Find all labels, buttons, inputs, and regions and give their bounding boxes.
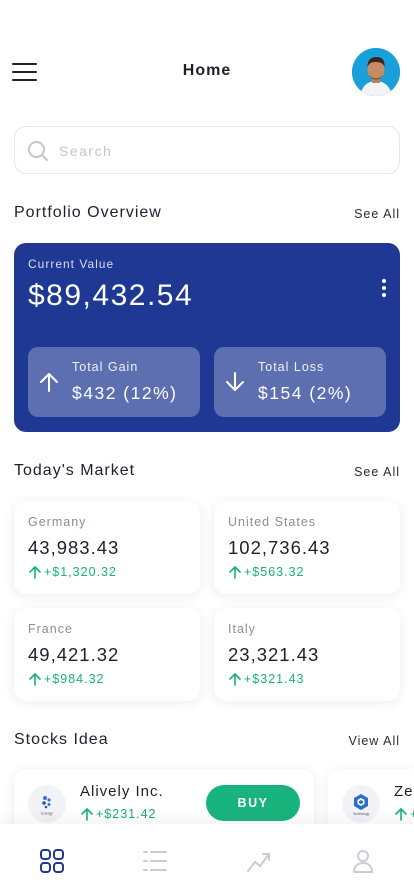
portfolio-card[interactable]: Current Value $89,432.54 Total Gain $432…	[14, 243, 400, 432]
logo-text: Technology	[353, 812, 370, 816]
portfolio-see-all-link[interactable]: See All	[354, 207, 400, 221]
total-gain-value: $432 (12%)	[72, 383, 178, 403]
portfolio-overview-title: Portfolio Overview	[14, 204, 162, 221]
stock-change-value: +	[410, 807, 414, 821]
stock-name: Ze	[394, 783, 414, 800]
more-vertical-icon[interactable]	[380, 279, 388, 299]
market-change: +$1,320.32	[28, 565, 117, 579]
tab-profile[interactable]	[350, 848, 376, 874]
energy-logo-icon: Energy	[28, 785, 66, 823]
user-avatar[interactable]	[352, 48, 400, 96]
current-value-label: Current Value	[28, 257, 115, 271]
market-change-value: +$321.43	[244, 672, 305, 686]
stock-change: +$231.42	[80, 807, 156, 821]
tab-list[interactable]	[142, 848, 168, 874]
market-value: 43,983.43	[28, 537, 120, 558]
market-value: 23,321.43	[228, 644, 320, 665]
arrow-up-icon	[229, 566, 241, 579]
app-header: Home	[0, 0, 414, 110]
market-value: 102,736.43	[228, 537, 331, 558]
tab-trends[interactable]	[246, 848, 272, 874]
market-value: 49,421.32	[28, 644, 120, 665]
current-value-amount: $89,432.54	[28, 279, 194, 312]
market-change: +$321.43	[228, 672, 304, 686]
search-bar[interactable]	[14, 126, 400, 174]
total-gain-box: Total Gain $432 (12%)	[28, 347, 200, 417]
market-card-france[interactable]: France 49,421.32 +$984.32	[14, 608, 200, 701]
market-card-germany[interactable]: Germany 43,983.43 +$1,320.32	[14, 501, 200, 594]
arrow-up-icon	[38, 371, 60, 398]
search-icon	[27, 140, 49, 167]
stock-name: Alively Inc.	[80, 783, 164, 800]
page-title: Home	[182, 62, 232, 79]
user-icon	[353, 850, 373, 873]
arrow-up-icon	[29, 566, 41, 579]
market-card-italy[interactable]: Italy 23,321.43 +$321.43	[214, 608, 400, 701]
buy-button[interactable]: BUY	[206, 785, 300, 821]
total-gain-label: Total Gain	[72, 360, 139, 374]
arrow-down-icon	[224, 371, 246, 398]
total-loss-label: Total Loss	[258, 360, 325, 374]
market-country: United States	[228, 515, 317, 529]
list-icon	[143, 851, 167, 871]
market-change-value: +$1,320.32	[44, 565, 117, 579]
todays-market-title: Today's Market	[14, 462, 136, 479]
market-country: Italy	[228, 622, 256, 636]
market-change: +$563.32	[228, 565, 304, 579]
market-change: +$984.32	[28, 672, 104, 686]
technology-logo-icon: Technology	[342, 785, 380, 823]
tab-home[interactable]	[39, 848, 65, 874]
market-see-all-link[interactable]: See All	[354, 465, 400, 479]
grid-icon	[40, 849, 64, 873]
stock-card-ze[interactable]: Technology Ze +	[328, 769, 414, 839]
stocks-view-all-link[interactable]: View All	[348, 734, 400, 748]
stock-change-value: +$231.42	[96, 807, 157, 821]
arrow-up-icon	[81, 808, 93, 821]
total-loss-box: Total Loss $154 (2%)	[214, 347, 386, 417]
arrow-up-icon	[229, 673, 241, 686]
hamburger-menu-icon[interactable]	[12, 62, 38, 82]
arrow-up-icon	[395, 808, 407, 821]
search-input[interactable]	[59, 139, 379, 163]
market-card-united-states[interactable]: United States 102,736.43 +$563.32	[214, 501, 400, 594]
stocks-idea-title: Stocks Idea	[14, 731, 109, 748]
market-country: Germany	[28, 515, 87, 529]
total-loss-value: $154 (2%)	[258, 383, 353, 403]
arrow-up-icon	[29, 673, 41, 686]
trend-line-icon	[247, 853, 270, 872]
market-change-value: +$563.32	[244, 565, 305, 579]
bottom-tab-bar	[0, 824, 414, 896]
logo-text: Energy	[41, 812, 53, 816]
stock-change: +	[394, 807, 414, 821]
market-change-value: +$984.32	[44, 672, 105, 686]
market-country: France	[28, 622, 73, 636]
